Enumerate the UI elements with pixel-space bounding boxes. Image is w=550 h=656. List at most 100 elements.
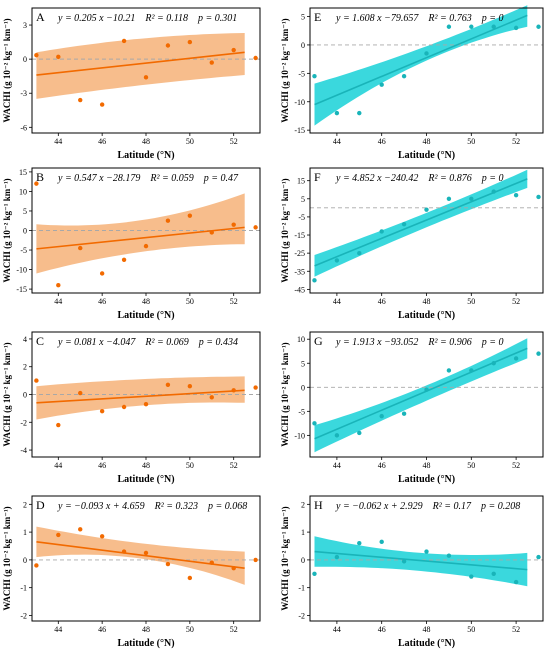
confidence-band <box>314 338 528 453</box>
data-point-2 <box>56 282 61 288</box>
y-tick-label: 10 <box>297 335 305 344</box>
x-axis-label: Latitude (°N) <box>117 638 174 649</box>
equation-text: y = 0.547 x −28.179 <box>57 173 140 184</box>
data-point-5 <box>401 411 407 416</box>
y-axis-label: WACHI (g 10⁻² kg⁻¹ km⁻¹) <box>280 342 290 446</box>
panel-letter: A <box>36 10 45 24</box>
data-point-4 <box>99 271 105 276</box>
data-point-6 <box>143 75 149 80</box>
y-tick-label: -5 <box>20 246 27 255</box>
x-tick-label: 50 <box>467 461 475 470</box>
panel-letter: D <box>36 498 45 512</box>
data-point-10 <box>231 566 236 571</box>
x-tick-label: 50 <box>467 297 475 306</box>
data-point-1 <box>312 571 317 576</box>
data-point-5 <box>121 549 127 554</box>
confidence-band <box>314 5 528 126</box>
x-tick-label: 44 <box>333 297 341 306</box>
y-tick-label: 2 <box>301 500 305 509</box>
x-tick-label: 52 <box>230 461 238 470</box>
data-point-7 <box>165 43 171 48</box>
y-tick-label: -2 <box>20 611 27 620</box>
data-point-11 <box>536 351 541 356</box>
data-point-11 <box>536 554 541 560</box>
p-value-text: p = 0.208 <box>480 501 520 512</box>
y-tick-label: 5 <box>301 359 305 368</box>
data-point-8 <box>187 575 193 581</box>
x-tick-label: 46 <box>98 137 106 146</box>
x-tick-label: 46 <box>98 297 106 306</box>
data-point-5 <box>401 73 407 79</box>
y-tick-label: 1 <box>301 528 305 537</box>
y-axis-label: WACHI (g 10⁻² kg⁻¹ km⁻¹) <box>2 178 12 282</box>
data-point-6 <box>424 51 429 56</box>
data-point-9 <box>209 395 214 400</box>
y-tick-label: 5 <box>301 195 305 204</box>
x-tick-label: 48 <box>423 625 431 634</box>
data-point-8 <box>469 24 474 29</box>
x-axis-label: Latitude (°N) <box>398 474 455 485</box>
y-tick-label: -1 <box>20 584 27 593</box>
data-point-11 <box>536 194 541 200</box>
y-tick-label: 3 <box>23 21 27 30</box>
equation-text: y = 1.608 x −79.657 <box>335 13 419 24</box>
confidence-band <box>314 169 528 277</box>
y-tick-label: 1 <box>23 528 27 537</box>
y-tick-label: -45 <box>294 285 305 294</box>
x-tick-label: 46 <box>378 461 386 470</box>
data-point-11 <box>253 557 258 563</box>
data-point-6 <box>424 207 429 212</box>
data-point-7 <box>165 382 171 387</box>
regression-equation: y = −0.062 x + 2.929 R² = 0.17 p = 0.208 <box>335 501 520 512</box>
x-axis-label: Latitude (°N) <box>398 310 455 321</box>
equation-text: y = 1.913 x −93.052 <box>335 337 418 348</box>
data-point-10 <box>513 192 519 198</box>
y-axis-label: WACHI (g 10⁻² kg⁻¹ km⁻¹) <box>2 18 12 122</box>
r-squared-text: R² = 0.763 <box>427 13 471 24</box>
x-tick-label: 52 <box>512 137 520 146</box>
y-tick-label: -10 <box>294 431 305 440</box>
data-point-7 <box>446 24 452 29</box>
x-tick-label: 44 <box>54 297 62 306</box>
panel-letter: G <box>314 334 323 348</box>
x-tick-label: 50 <box>467 625 475 634</box>
data-point-3 <box>78 390 83 396</box>
data-point-9 <box>491 24 496 29</box>
y-tick-label: -15 <box>294 126 305 135</box>
y-tick-label: -2 <box>298 611 305 620</box>
data-point-4 <box>379 539 384 545</box>
panel-letter: F <box>314 170 321 184</box>
data-point-8 <box>187 213 193 218</box>
data-point-2 <box>334 110 340 116</box>
data-point-6 <box>424 387 429 392</box>
regression-equation: y = 0.081 x −4.047 R² = 0.069 p = 0.434 <box>57 337 238 348</box>
r-squared-text: R² = 0.323 <box>154 501 198 512</box>
y-tick-label: 2 <box>23 363 27 372</box>
x-tick-label: 44 <box>333 461 341 470</box>
x-axis-label: Latitude (°N) <box>117 310 174 321</box>
r-squared-text: R² = 0.059 <box>149 173 193 184</box>
y-axis-label: WACHI (g 10⁻² kg⁻¹ km⁻¹) <box>280 178 290 282</box>
r-squared-text: R² = 0.118 <box>144 13 188 24</box>
fit-line <box>36 226 245 250</box>
data-point-10 <box>231 47 236 53</box>
data-point-5 <box>121 404 127 410</box>
panel-letter: E <box>314 10 321 24</box>
data-point-1 <box>34 181 39 186</box>
confidence-band <box>36 376 245 420</box>
confidence-band <box>36 33 245 99</box>
data-point-1 <box>312 73 317 79</box>
y-tick-label: -2 <box>20 418 27 427</box>
data-point-7 <box>165 218 171 223</box>
y-tick-label: 0 <box>301 41 305 50</box>
regression-equation: y = 1.608 x −79.657 R² = 0.763 p = 0 <box>335 13 503 24</box>
data-point-4 <box>99 408 105 414</box>
p-value-text: p = 0.068 <box>207 501 247 512</box>
y-tick-label: -1 <box>298 584 305 593</box>
y-axis-label: WACHI (g 10⁻² kg⁻¹ km⁻¹) <box>280 506 290 610</box>
data-point-3 <box>78 245 83 251</box>
x-tick-label: 48 <box>423 297 431 306</box>
